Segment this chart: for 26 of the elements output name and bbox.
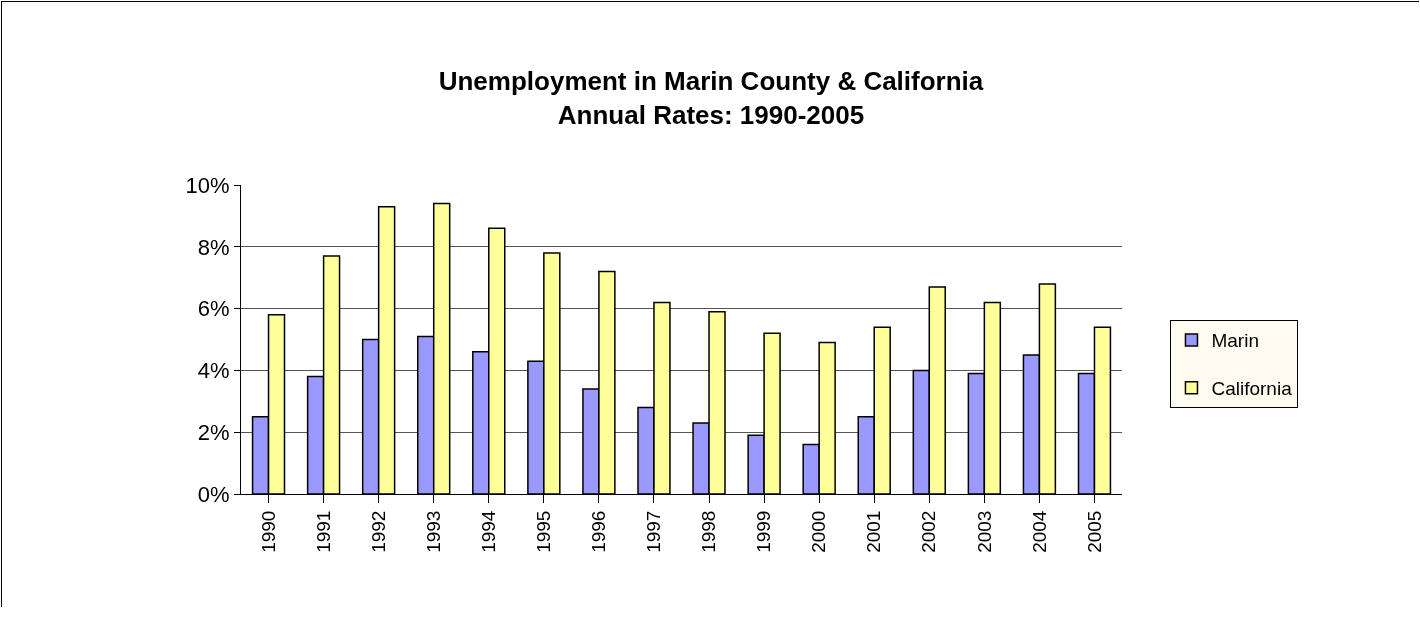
- y-tick-label: 6%: [197, 296, 230, 322]
- x-tick-label: 1993: [422, 510, 444, 553]
- x-tick-label: 1992: [367, 510, 389, 553]
- chart-subtitle: Annual Rates: 1990-2005: [557, 99, 865, 130]
- legend-label: California: [1211, 378, 1293, 400]
- y-tick-label: 10%: [185, 172, 230, 198]
- y-tick-label: 2%: [197, 419, 230, 445]
- x-tick-label: 2002: [918, 510, 940, 553]
- x-tick-label: 1995: [533, 510, 555, 553]
- x-tick-label: 2005: [1083, 510, 1105, 553]
- x-tick-label: 1994: [477, 510, 499, 553]
- x-tick-label: 1997: [643, 510, 665, 553]
- legend-label: Marin: [1211, 330, 1259, 352]
- y-tick-label: 4%: [197, 358, 230, 384]
- x-tick-label: 1999: [753, 510, 775, 553]
- x-tick-label: 1990: [257, 510, 279, 553]
- y-tick-label: 8%: [197, 234, 230, 260]
- x-tick-label: 1998: [698, 510, 720, 553]
- y-tick-label: 0%: [197, 481, 230, 507]
- x-tick-label: 1991: [312, 510, 334, 553]
- x-tick-label: 2000: [808, 510, 830, 553]
- x-tick-label: 2003: [973, 510, 995, 553]
- x-tick-label: 2004: [1028, 510, 1050, 553]
- x-tick-label: 2001: [863, 510, 885, 553]
- x-tick-label: 1996: [588, 510, 610, 553]
- chart-title: Unemployment in Marin County & California: [438, 66, 984, 96]
